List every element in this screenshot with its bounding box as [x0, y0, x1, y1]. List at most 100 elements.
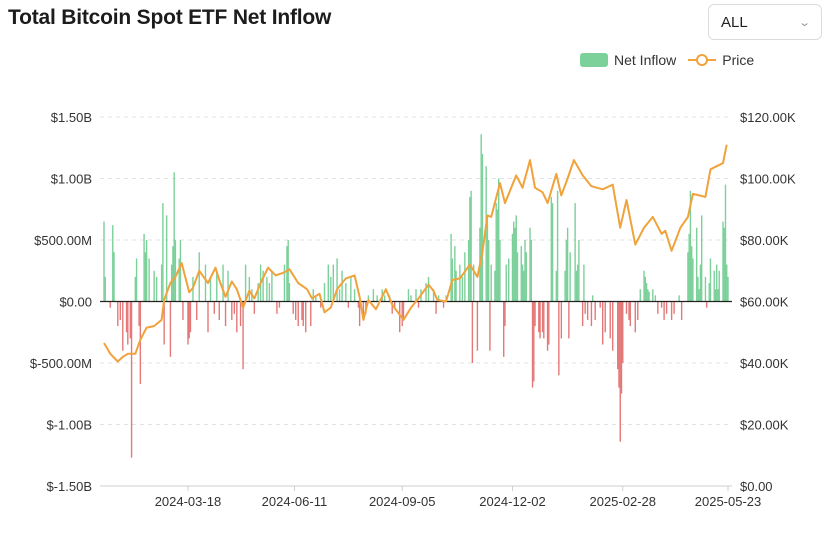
net-inflow-bar: [574, 203, 576, 302]
net-inflow-bar: [533, 301, 535, 382]
net-inflow-bar: [407, 289, 410, 302]
net-inflow-bar: [705, 301, 708, 308]
net-inflow-bar: [257, 283, 259, 302]
net-inflow-bar: [688, 233, 690, 302]
net-inflow-bar: [288, 283, 291, 302]
net-inflow-bar: [476, 301, 479, 351]
net-inflow-bar: [455, 270, 457, 302]
net-inflow-bar: [647, 289, 649, 302]
net-inflow-bar: [327, 264, 329, 302]
page-title: Total Bitcoin Spot ETF Net Inflow: [8, 6, 332, 29]
net-inflow-bar: [459, 264, 461, 302]
y-right-tick-label: $60.00K: [740, 295, 789, 310]
net-inflow-bar: [196, 301, 198, 320]
net-inflow-bar: [104, 276, 106, 302]
net-inflow-bar: [578, 240, 580, 302]
net-inflow-bar: [189, 301, 192, 333]
net-inflow-bar: [376, 295, 378, 302]
net-inflow-bar: [717, 289, 719, 302]
net-inflow-bar: [590, 301, 593, 327]
net-inflow-bar: [548, 301, 550, 345]
net-inflow-bar: [472, 264, 475, 302]
net-inflow-bar: [555, 270, 558, 302]
net-inflow-bar: [233, 301, 236, 314]
net-inflow-bar: [601, 301, 604, 345]
net-inflow-bar: [520, 246, 522, 302]
legend-item-net-inflow[interactable]: Net Inflow: [580, 52, 676, 68]
legend-item-price[interactable]: Price: [688, 52, 754, 68]
net-inflow-bar: [209, 276, 212, 302]
net-inflow-bar: [144, 252, 147, 302]
net-inflow-bar: [198, 252, 200, 302]
net-inflow-bar: [538, 301, 540, 333]
y-left-tick-label: $1.00B: [51, 172, 92, 187]
net-inflow-bar: [239, 301, 242, 327]
net-inflow-bar: [689, 190, 692, 302]
time-range-select[interactable]: ALL ⌄: [708, 4, 822, 40]
net-inflow-bar: [700, 215, 703, 302]
net-inflow-bar: [489, 301, 491, 351]
net-inflow-bar: [103, 221, 105, 302]
net-inflow-bar: [350, 276, 352, 302]
chevron-down-icon: ⌄: [797, 16, 811, 29]
y-right-tick-label: $80.00K: [740, 233, 789, 248]
net-inflow-bar: [135, 258, 138, 302]
net-inflow-bar: [129, 301, 132, 339]
net-inflow-bar: [569, 252, 571, 302]
net-inflow-bar: [119, 301, 121, 320]
net-inflow-bar: [109, 301, 111, 308]
net-inflow-bar: [551, 203, 554, 302]
net-inflow-bar: [513, 221, 515, 302]
net-inflow-bar: [709, 258, 712, 302]
net-inflow-bar: [286, 246, 288, 302]
net-inflow-bar: [174, 240, 177, 302]
net-inflow-bar: [172, 246, 174, 302]
net-inflow-bar: [213, 301, 215, 314]
net-inflow-bar: [187, 301, 189, 345]
net-inflow-bar: [312, 289, 314, 302]
net-inflow-bar: [330, 276, 332, 302]
net-inflow-bar: [231, 301, 233, 320]
net-inflow-bar: [471, 301, 474, 363]
net-inflow-bar: [207, 301, 209, 333]
net-inflow-bar: [485, 166, 487, 302]
legend-label-net-inflow: Net Inflow: [614, 52, 677, 68]
net-inflow-bar: [514, 227, 516, 302]
net-inflow-bar: [367, 295, 370, 302]
net-inflow-bar: [568, 301, 570, 339]
net-inflow-bar: [218, 301, 220, 320]
net-inflow-bar: [262, 270, 264, 302]
net-inflow-bar: [584, 301, 586, 314]
net-inflow-bar: [410, 295, 412, 302]
y-axis-left: $1.50B $1.00B $500.00M $0.00 $-500.00M $-1.00…: [30, 110, 92, 494]
x-axis: 2024-03-18 2024-06-11 2024-09-05 2024-12-02…: [100, 485, 761, 509]
net-inflow-bar: [604, 301, 606, 333]
x-tick-label: 2024-03-18: [155, 494, 222, 509]
net-inflow-bar: [612, 301, 614, 351]
net-inflow-bar: [497, 178, 500, 302]
net-inflow-bar: [480, 134, 482, 302]
net-inflow-bar: [204, 264, 207, 302]
net-inflow-bar: [341, 270, 343, 302]
y-right-tick-label: $120.00K: [740, 110, 796, 125]
net-inflow-bar: [320, 301, 322, 308]
legend-label-price: Price: [722, 52, 755, 68]
net-inflow-bar: [704, 276, 707, 302]
net-inflow-bar: [347, 301, 350, 308]
net-inflow-bar: [521, 264, 524, 302]
price-swatch: [688, 53, 717, 67]
net-inflow-bar: [268, 283, 271, 302]
net-inflow-bar: [188, 301, 190, 339]
net-inflow-bar: [297, 301, 299, 327]
net-inflow-bar: [253, 301, 256, 314]
net-inflow-bar: [323, 283, 326, 302]
net-inflow-bar: [643, 270, 645, 302]
net-inflow-bar: [565, 240, 568, 302]
x-tick-label: 2024-12-02: [479, 494, 546, 509]
net-inflow-bar: [648, 291, 650, 302]
net-inflow-bar: [722, 221, 724, 302]
y-left-tick-label: $-1.00B: [46, 418, 92, 433]
x-tick-label: 2024-06-11: [262, 494, 328, 509]
x-tick-label: 2025-02-28: [589, 494, 656, 509]
net-inflow-bar: [160, 264, 163, 302]
